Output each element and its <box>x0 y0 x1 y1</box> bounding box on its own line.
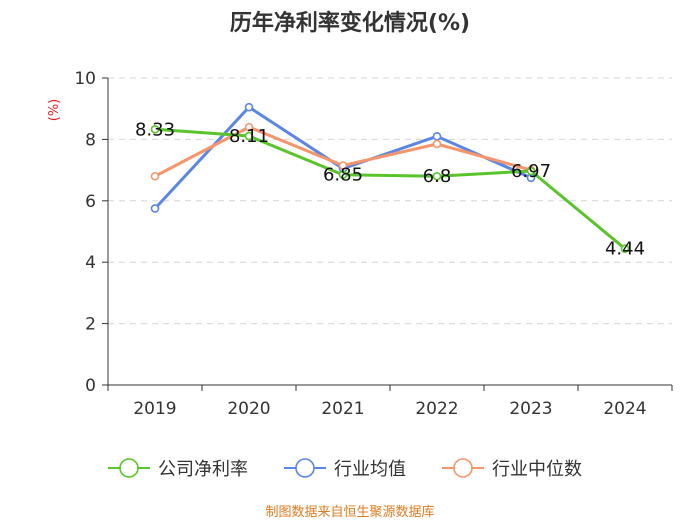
source-note: 制图数据来自恒生聚源数据库 <box>265 504 434 520</box>
data-label: 8.11 <box>229 126 269 147</box>
legend-label: 行业中位数 <box>492 459 582 480</box>
data-point <box>244 131 254 141</box>
legend-label: 行业均值 <box>334 459 406 480</box>
x-tick-label: 2021 <box>321 399 364 419</box>
data-label: 8.33 <box>135 119 175 140</box>
x-tick-label: 2022 <box>415 399 458 419</box>
data-point <box>338 170 348 180</box>
data-labels: 8.33 8.11 6.85 6.8 6.97 4.44 <box>135 119 645 259</box>
y-tick-label: 2 <box>85 315 96 335</box>
data-label: 6.97 <box>511 161 551 182</box>
data-point <box>150 204 160 213</box>
legend-marker <box>119 458 139 478</box>
data-point <box>432 171 442 181</box>
series-line <box>154 127 626 250</box>
y-tick-label: 4 <box>85 253 96 273</box>
legend-marker <box>295 458 315 478</box>
data-label: 6.8 <box>423 166 452 187</box>
data-label: 6.85 <box>323 165 363 186</box>
legend: 公司净利率 行业均值 行业中位数 <box>108 458 582 480</box>
y-tick-label: 10 <box>74 69 96 89</box>
data-point <box>150 124 160 134</box>
series-line <box>153 105 532 210</box>
data-point <box>150 171 160 181</box>
data-point <box>244 122 254 132</box>
data-point <box>432 139 442 149</box>
y-tick-label: 8 <box>85 130 96 150</box>
data-point <box>244 102 254 112</box>
chart-title: 历年净利率变化情况(%) <box>230 10 470 36</box>
data-point <box>432 132 442 141</box>
grid-lines <box>108 77 672 325</box>
x-tick-label: 2024 <box>603 399 646 419</box>
y-tick-label: 0 <box>85 376 96 396</box>
data-point <box>338 161 348 170</box>
legend-label: 公司净利率 <box>158 459 248 480</box>
y-tick-label: 6 <box>85 192 96 212</box>
x-tick-label: 2023 <box>509 399 552 419</box>
x-tick-label: 2020 <box>227 399 270 419</box>
axes <box>102 77 673 391</box>
data-point <box>620 244 630 253</box>
legend-marker <box>453 458 473 478</box>
series-layer <box>150 102 630 253</box>
data-point <box>526 166 536 176</box>
y-axis-label: (%) <box>47 99 62 122</box>
data-label: 4.44 <box>605 239 645 260</box>
tick-labels: 0 2 4 6 8 10 2019 2020 2021 2022 2023 2024 <box>74 69 646 419</box>
x-tick-label: 2019 <box>133 399 176 419</box>
